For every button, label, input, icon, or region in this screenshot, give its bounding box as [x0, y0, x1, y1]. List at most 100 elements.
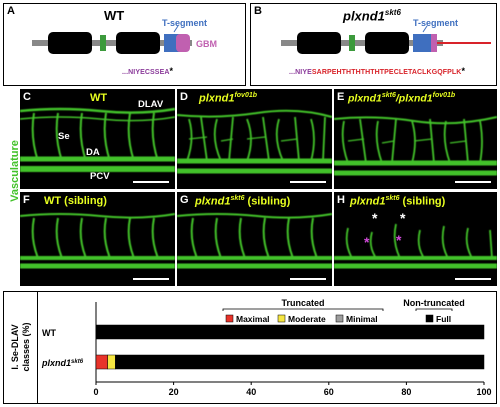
panel-e-label-b: /plxnd1 — [395, 92, 433, 105]
category-label: WT — [42, 328, 56, 338]
seq-normal: NIYE — [295, 69, 312, 76]
micrograph-d: D plxnd1fov01b — [177, 89, 332, 189]
micrograph-c: C WT DLAV Se DA PCV — [20, 89, 175, 189]
panel-g-label: plxnd1skt6 (sibling) — [195, 195, 290, 208]
panel-e-label-sup-a: skt6 — [381, 92, 396, 99]
scale-bar — [455, 181, 491, 183]
panel-h-label-sup: skt6 — [385, 195, 400, 202]
mutant-protein-schematic — [281, 25, 491, 54]
seq-mutant: SARPEHTHTHTHTHTPECLETACLKGQFPLK — [311, 69, 462, 76]
wt-protein-schematic — [32, 25, 192, 54]
legend-label-minimal: Minimal — [346, 314, 378, 324]
legend-swatch-maximal — [225, 314, 234, 323]
panel-b-tsegment-label: T-segment — [413, 18, 459, 28]
panel-i-divider — [37, 292, 38, 403]
annotation-se: Se — [58, 131, 70, 142]
panel-a-gbm-label: GBM — [196, 39, 217, 49]
legend-swatch-minimal — [335, 314, 344, 323]
panel-a-letter: A — [7, 5, 15, 17]
vessel-drawing-e — [334, 116, 497, 176]
scale-bar — [290, 278, 326, 280]
bar-segment-moderate — [107, 354, 116, 370]
panel-a: A WT T-segment GBM ...NIYECSSEA* — [3, 3, 246, 86]
panel-i-chart: 0 20 40 60 80 100 WT plxnd1skt6 Truncated Non-tru… — [41, 298, 492, 397]
x-tick-label: 80 — [401, 387, 411, 397]
scale-bar — [133, 181, 169, 183]
stop-codon-b: * — [461, 66, 466, 76]
seq-prefix: ... — [122, 69, 129, 76]
annotation-pcv: PCV — [90, 171, 110, 182]
panel-h-label-text: plxnd1 — [350, 195, 386, 208]
panel-e-label: plxnd1skt6/plxnd1fov01b — [348, 92, 455, 105]
category-label: plxnd1skt6 — [41, 358, 84, 368]
scale-bar — [455, 278, 491, 280]
panel-d-letter: D — [180, 91, 188, 103]
panel-b: B plxnd1skt6 T-segment ...NIYESARPEHTHTH… — [250, 3, 497, 86]
legend-label-moderate: Moderate — [288, 314, 326, 324]
panel-h-letter: H — [337, 194, 345, 206]
asterisk-magenta-1: * — [364, 234, 370, 250]
stop-codon: * — [169, 66, 174, 76]
scale-bar — [290, 181, 326, 183]
panel-b-sequence: ...NIYESARPEHTHTHTHTHTPECLETACLKGQFPLK* — [289, 66, 465, 76]
micrograph-f: F WT (sibling) — [20, 192, 175, 286]
legend-label-maximal: Maximal — [236, 314, 270, 324]
panel-g-label-sup: skt6 — [230, 195, 245, 202]
x-tick-label: 100 — [476, 387, 491, 397]
panel-d-label-sup: fov01b — [234, 92, 258, 99]
panel-i-ylabel: I. Se-DLAV classes (%) — [10, 302, 32, 392]
panel-c-label: WT — [90, 92, 108, 104]
panel-i: I. Se-DLAV classes (%) 0 20 40 60 80 100 WT plx… — [3, 291, 497, 404]
bar-segment-full — [95, 324, 485, 340]
panel-f-letter: F — [23, 194, 30, 206]
x-tick-label: 0 — [93, 387, 98, 397]
panel-b-title: plxnd1skt6 — [343, 8, 401, 23]
micrograph-g: G plxnd1skt6 (sibling) — [177, 192, 332, 286]
panel-e-letter: E — [337, 91, 345, 103]
truncated-label: Truncated — [281, 298, 324, 308]
vessel-drawing-d — [177, 109, 332, 174]
panel-a-sequence: ...NIYECSSEA* — [122, 66, 173, 76]
non-truncated-bracket — [415, 308, 453, 311]
x-tick-label: 40 — [246, 387, 256, 397]
asterisk-magenta-2: * — [396, 232, 402, 248]
panel-d-label: plxnd1fov01b — [199, 92, 257, 105]
seq-prefix-b: ... — [289, 69, 296, 76]
panel-a-tsegment-label: T-segment — [162, 18, 208, 28]
panel-e-label-sup-b: fov01b — [432, 92, 456, 99]
ylabel-line-2: classes (%) — [21, 322, 31, 372]
bar-segment-full — [115, 354, 485, 370]
panel-g-letter: G — [180, 194, 189, 206]
legend-label-full: Full — [436, 314, 451, 324]
vessel-drawing-f — [20, 213, 175, 269]
asterisk-white-2: * — [400, 210, 406, 226]
x-tick-label: 20 — [169, 387, 179, 397]
panel-f-label: WT (sibling) — [44, 195, 107, 207]
panel-b-title-sup: skt6 — [384, 8, 401, 17]
micrograph-e: E plxnd1skt6/plxnd1fov01b — [334, 89, 497, 189]
vessel-drawing-g — [177, 213, 332, 269]
panel-g-label-suffix: (sibling) — [244, 195, 291, 208]
micrograph-h: H plxnd1skt6 (sibling) * * * * — [334, 192, 497, 286]
vessel-drawing-c — [20, 107, 175, 172]
non-truncated-label: Non-truncated — [403, 298, 465, 308]
panel-d-label-text: plxnd1 — [199, 92, 235, 105]
truncated-bracket — [222, 308, 384, 311]
annotation-dlav: DLAV — [138, 99, 164, 110]
x-tick-label: 60 — [324, 387, 334, 397]
panel-b-letter: B — [254, 5, 262, 17]
legend-swatch-full — [425, 314, 434, 323]
bar-segment-maximal — [95, 354, 108, 370]
asterisk-white-1: * — [372, 210, 378, 226]
panel-a-title: WT — [104, 8, 125, 23]
panel-h-label-suffix: (sibling) — [399, 195, 446, 208]
seq-wt: NIYECSSEA — [128, 69, 170, 76]
scale-bar — [133, 278, 169, 280]
panel-g-label-text: plxnd1 — [195, 195, 231, 208]
legend-swatch-moderate — [277, 314, 286, 323]
ylabel-line-1: I. Se-DLAV — [10, 324, 20, 370]
panel-e-label-a: plxnd1 — [348, 92, 382, 105]
panel-c-letter: C — [23, 91, 31, 103]
panel-h-label: plxnd1skt6 (sibling) — [350, 195, 445, 208]
annotation-da: DA — [86, 147, 100, 158]
